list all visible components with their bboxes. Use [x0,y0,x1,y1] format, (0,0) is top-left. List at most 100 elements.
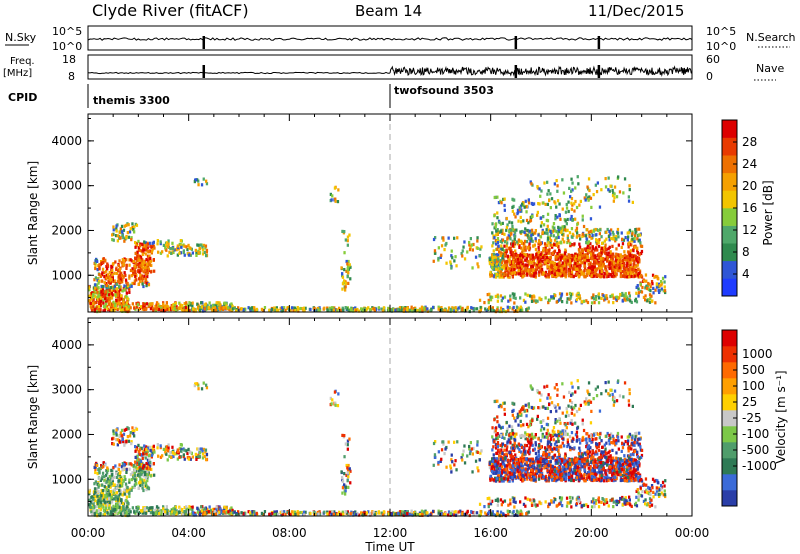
power-cell [151,241,154,245]
power-cell [344,288,347,292]
power-cell [530,237,533,241]
power-cell [289,308,292,313]
power-cell [98,263,101,267]
power-cell [114,289,117,294]
velocity-cell [143,478,146,482]
power-cell [540,263,543,267]
power-cell [604,177,607,181]
velocity-cell [116,505,119,509]
colorbar-tick-label: 16 [742,201,757,215]
power-cell [520,258,523,262]
power-cell [599,248,603,252]
velocity-cell [283,510,286,514]
power-cell [347,259,350,264]
velocity-cell [130,440,133,444]
power-cell [146,254,150,258]
power-cell [624,292,627,296]
velocity-cell [223,510,227,514]
power-cell [542,215,545,219]
power-cell [492,267,495,271]
power-cell [496,216,499,220]
power-cell [140,242,143,247]
power-cell [449,307,452,311]
power-cell [102,292,105,296]
velocity-cell [222,511,225,515]
velocity-cell [121,477,124,482]
power-cell [105,288,108,292]
power-cell [135,223,139,227]
power-cell [538,256,541,260]
power-cell [97,279,101,283]
power-cell [649,296,652,300]
power-cell [660,283,663,287]
power-cell [444,243,447,247]
power-cell [95,301,98,305]
power-cell [588,188,591,193]
power-cell [532,259,535,263]
power-cell [580,270,583,274]
power-cell [179,303,182,307]
power-cell [534,239,537,243]
power-cell [631,200,634,204]
power-cell [572,267,575,271]
power-cell [394,308,397,312]
velocity-cell [112,504,115,508]
power-cell [159,251,163,255]
power-cell [615,234,618,239]
velocity-cell [152,513,155,517]
velocity-cell [102,498,106,502]
velocity-cell [189,457,192,461]
power-cell [492,257,495,261]
power-cell [530,264,533,268]
power-cell [141,264,144,268]
power-cell [554,294,557,298]
velocity-cell [164,450,167,454]
power-cell [567,274,571,278]
power-cell [502,253,505,257]
power-cell [506,241,509,245]
power-cell [554,229,557,233]
colorbar-swatch [722,208,737,226]
power-cell [568,263,571,267]
power-cell [561,232,564,236]
velocity-cell [186,451,189,455]
power-cell [543,231,546,235]
power-cell [555,265,558,269]
power-cell [496,247,499,251]
velocity-cell [191,505,194,509]
power-cell [126,231,129,235]
power-cell [115,299,118,303]
power-cell [410,305,413,309]
velocity-cell [116,475,119,479]
power-cell [195,251,198,255]
power-cell [586,300,590,305]
power-cell [600,266,603,270]
power-cell [151,307,155,311]
power-cell [97,305,101,309]
power-cell [526,233,529,237]
power-cell [582,224,586,229]
velocity-cell [128,478,131,482]
power-cell [589,242,592,246]
power-cell [602,262,605,266]
velocity-cell [139,509,143,513]
power-cell [512,260,515,264]
power-cell [551,225,554,229]
velocity-cell [188,513,191,517]
power-cell [453,309,456,313]
power-cell [647,281,650,286]
power-cell [529,294,532,298]
velocity-cell [133,468,137,472]
power-cell [162,303,165,307]
power-cell [532,299,535,303]
power-cell [173,304,176,308]
power-cell [223,306,227,310]
power-cell [607,274,610,278]
power-cell [557,251,560,255]
power-cell [521,272,525,276]
power-cell [351,307,354,311]
power-cell [648,282,651,286]
power-cell [547,251,551,255]
power-cell [102,294,106,298]
velocity-cell [125,511,128,515]
